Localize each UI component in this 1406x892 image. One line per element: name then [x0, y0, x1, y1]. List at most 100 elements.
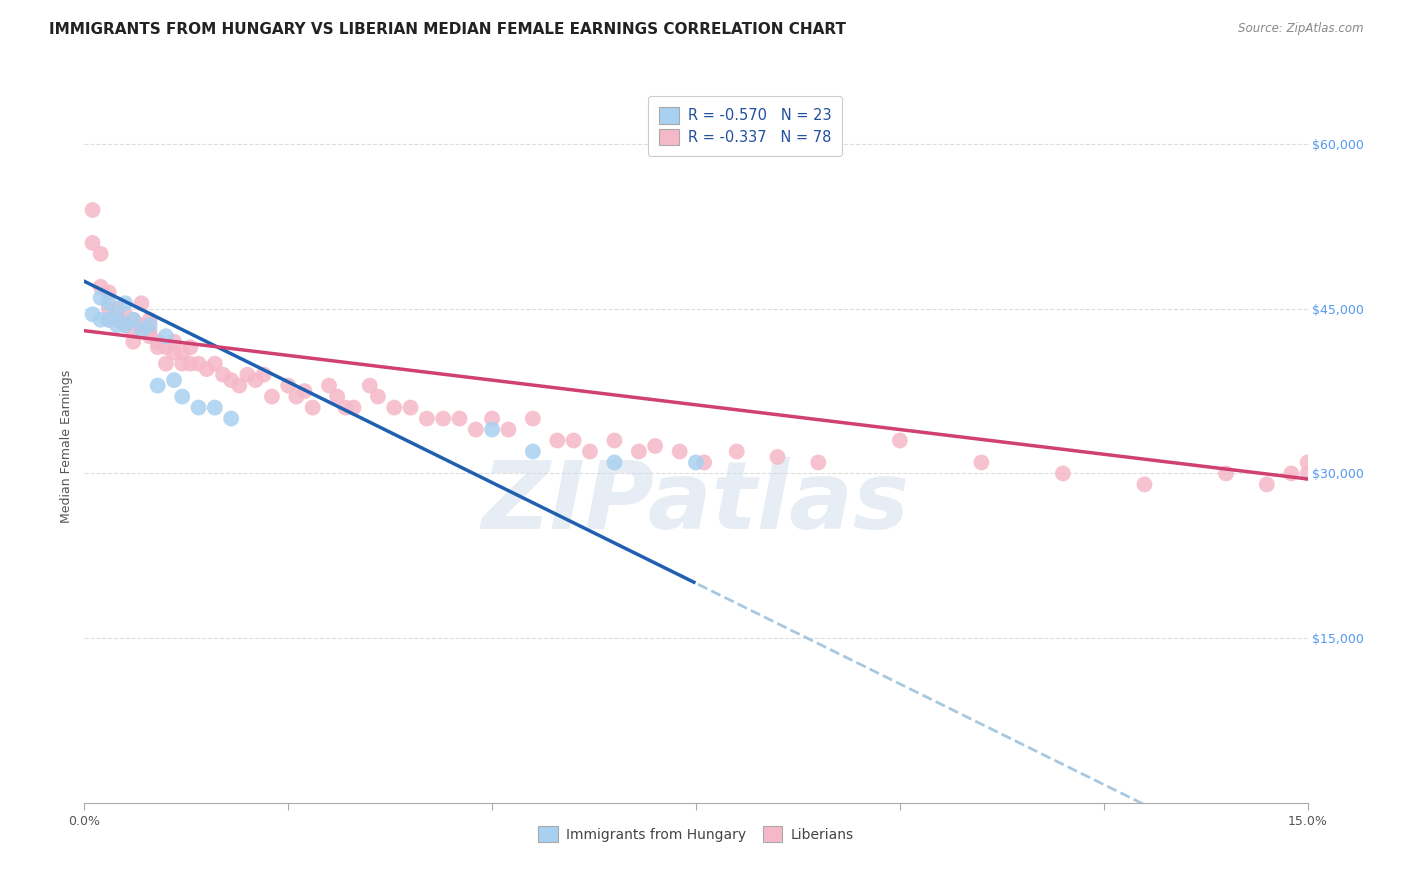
Point [122, 312, 145, 326]
Point [114, 307, 136, 321]
Point [163, 334, 186, 349]
Point [105, 307, 128, 321]
Legend: Immigrants from Hungary, Liberians: Immigrants from Hungary, Liberians [531, 820, 860, 849]
Point [725, 444, 748, 458]
Point [1296, 455, 1319, 469]
Point [1256, 477, 1278, 491]
Text: Source: ZipAtlas.com: Source: ZipAtlas.com [1239, 22, 1364, 36]
Point [253, 368, 276, 382]
Point [187, 357, 209, 371]
Point [122, 334, 145, 349]
Point [97, 296, 120, 310]
Point [579, 444, 602, 458]
Point [562, 434, 585, 448]
Point [807, 455, 830, 469]
Point [138, 312, 160, 326]
Point [219, 373, 242, 387]
Point [90, 247, 112, 261]
Point [277, 378, 299, 392]
Point [432, 411, 454, 425]
Point [82, 235, 104, 250]
Point [138, 324, 160, 338]
Point [416, 411, 439, 425]
Point [179, 357, 201, 371]
Point [105, 318, 128, 333]
Point [326, 390, 349, 404]
Point [172, 357, 194, 371]
Point [367, 390, 389, 404]
Point [359, 378, 381, 392]
Point [90, 280, 112, 294]
Point [685, 455, 707, 469]
Point [301, 401, 323, 415]
Point [97, 285, 120, 300]
Point [970, 455, 993, 469]
Point [382, 401, 405, 415]
Point [603, 455, 626, 469]
Point [82, 202, 104, 217]
Point [105, 301, 128, 316]
Point [1052, 467, 1074, 481]
Point [195, 362, 218, 376]
Point [644, 439, 666, 453]
Point [155, 340, 177, 354]
Point [522, 411, 544, 425]
Point [204, 401, 226, 415]
Point [766, 450, 789, 464]
Point [131, 296, 153, 310]
Point [285, 390, 308, 404]
Point [163, 373, 186, 387]
Text: IMMIGRANTS FROM HUNGARY VS LIBERIAN MEDIAN FEMALE EARNINGS CORRELATION CHART: IMMIGRANTS FROM HUNGARY VS LIBERIAN MEDI… [49, 22, 846, 37]
Point [90, 291, 112, 305]
Point [342, 401, 364, 415]
Point [228, 378, 250, 392]
Point [245, 373, 267, 387]
Point [1133, 477, 1156, 491]
Point [335, 401, 357, 415]
Point [122, 324, 145, 338]
Point [163, 345, 186, 359]
Point [260, 390, 283, 404]
Point [481, 411, 503, 425]
Point [1215, 467, 1237, 481]
Point [522, 444, 544, 458]
Point [1296, 467, 1319, 481]
Text: ZIPatlas: ZIPatlas [482, 457, 910, 549]
Point [155, 329, 177, 343]
Point [97, 312, 120, 326]
Point [212, 368, 235, 382]
Point [449, 411, 471, 425]
Point [114, 318, 136, 333]
Point [546, 434, 568, 448]
Point [131, 318, 153, 333]
Point [693, 455, 716, 469]
Point [294, 384, 316, 398]
Point [122, 312, 145, 326]
Point [627, 444, 650, 458]
Point [114, 318, 136, 333]
Point [498, 423, 520, 437]
Point [105, 312, 128, 326]
Point [90, 312, 112, 326]
Point [146, 378, 169, 392]
Point [138, 329, 160, 343]
Point [603, 434, 626, 448]
Point [236, 368, 259, 382]
Point [172, 390, 194, 404]
Point [219, 411, 242, 425]
Point [318, 378, 340, 392]
Point [172, 345, 194, 359]
Point [399, 401, 422, 415]
Point [138, 318, 160, 333]
Point [82, 307, 104, 321]
Point [1279, 467, 1302, 481]
Point [114, 296, 136, 310]
Point [131, 324, 153, 338]
Point [97, 312, 120, 326]
Point [146, 340, 169, 354]
Y-axis label: Median Female Earnings: Median Female Earnings [59, 369, 73, 523]
Point [146, 334, 169, 349]
Point [187, 401, 209, 415]
Point [97, 301, 120, 316]
Point [155, 357, 177, 371]
